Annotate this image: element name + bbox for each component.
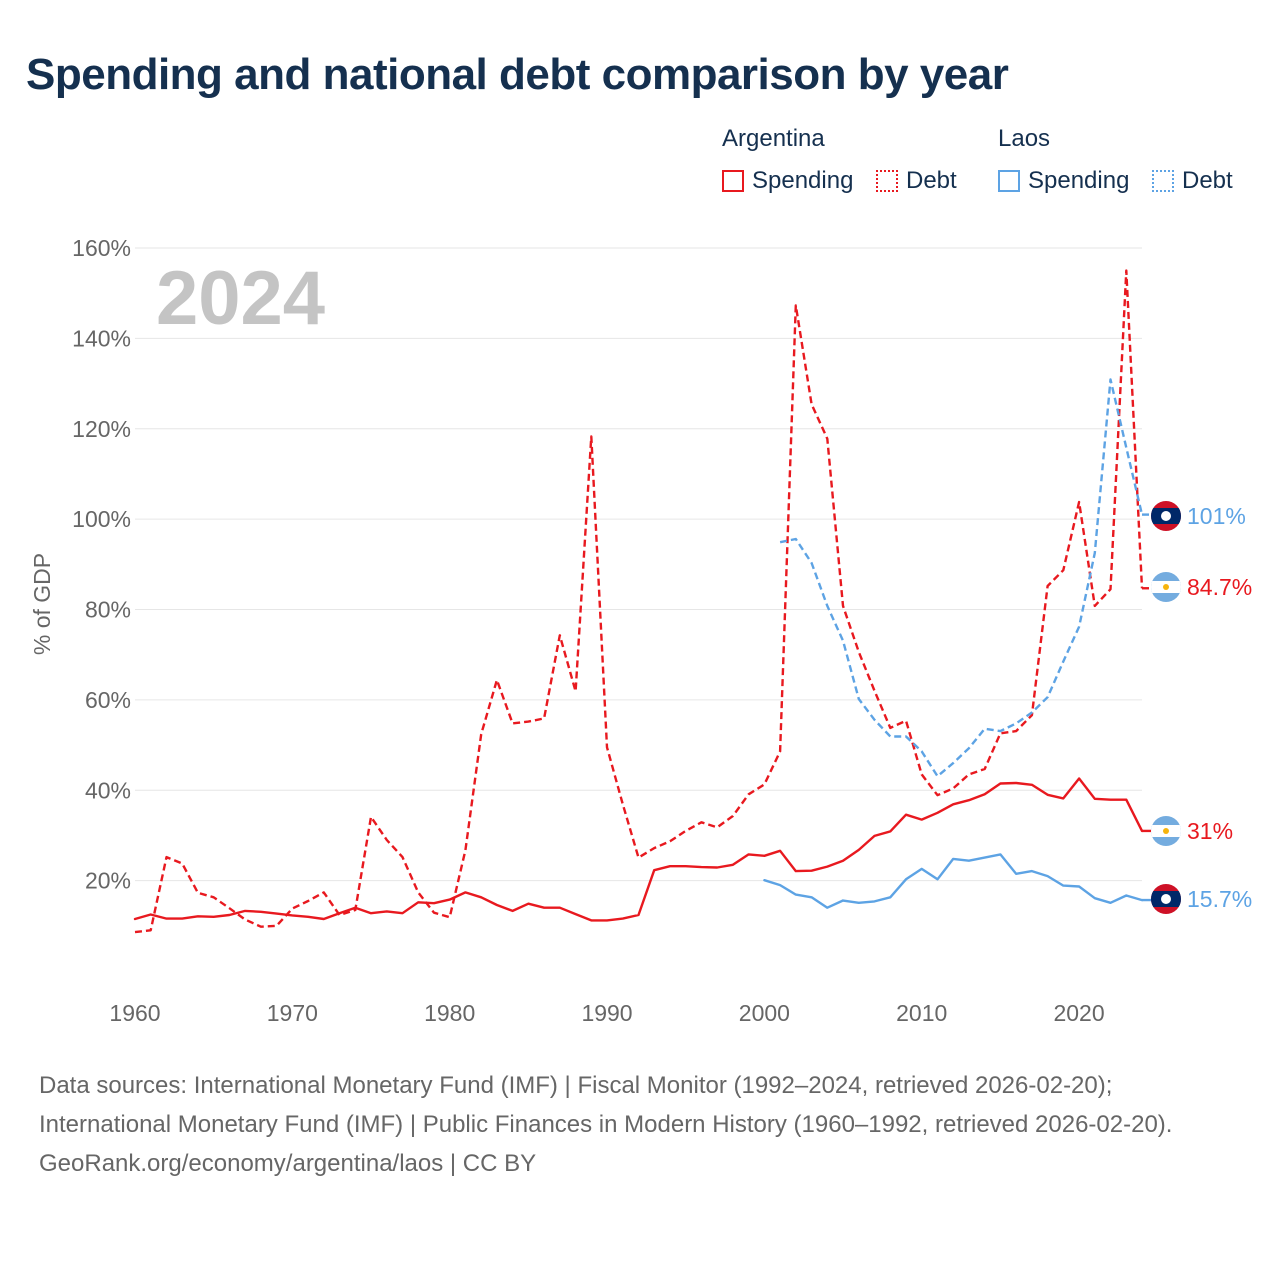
x-tick-label: 1970 bbox=[267, 1000, 318, 1026]
y-tick-label: 120% bbox=[72, 416, 131, 442]
end-label-laos-spending: 15.7% bbox=[1187, 886, 1252, 912]
legend-laos-debt[interactable]: Debt bbox=[1152, 167, 1233, 195]
end-label-argentina-spending: 31% bbox=[1187, 818, 1233, 844]
y-axis: 20% 40% 60% 80% 100% 120% 140% 160% bbox=[72, 235, 131, 894]
legend-label: Spending bbox=[1028, 167, 1130, 194]
legend-label: Debt bbox=[1182, 167, 1233, 194]
y-tick-label: 80% bbox=[85, 597, 131, 623]
x-axis: 1960 1970 1980 1990 2000 2010 2020 bbox=[109, 1000, 1104, 1026]
end-labels: 101% 84.7% 31% 15.7% bbox=[1187, 503, 1252, 912]
legend-argentina-debt[interactable]: Debt bbox=[876, 167, 957, 195]
series-line-laos-spending[interactable] bbox=[763, 853, 1144, 909]
laos-flag-icon bbox=[1151, 884, 1181, 914]
line-chart: 20% 40% 60% 80% 100% 120% 140% 160% 1960 1970 198… bbox=[29, 235, 1252, 1026]
series-line-argentina-spending[interactable] bbox=[133, 777, 1144, 922]
y-tick-label: 20% bbox=[85, 868, 131, 894]
credit-link[interactable]: GeoRank.org/economy/argentina/laos | CC … bbox=[39, 1150, 537, 1177]
legend-group-laos: Laos bbox=[998, 125, 1051, 152]
y-tick-label: 140% bbox=[72, 325, 131, 351]
footer: Data sources: International Monetary Fun… bbox=[39, 1066, 1239, 1183]
y-tick-label: 160% bbox=[72, 235, 131, 261]
year-watermark: 2024 bbox=[156, 256, 325, 341]
legend-swatch-solid-blue bbox=[998, 170, 1020, 192]
laos-flag-icon bbox=[1151, 501, 1181, 531]
x-tick-label: 1990 bbox=[581, 1000, 632, 1026]
argentina-flag-icon bbox=[1151, 816, 1181, 846]
x-tick-label: 1980 bbox=[424, 1000, 475, 1026]
y-axis-label: % of GDP bbox=[29, 553, 55, 655]
series-line-argentina-debt[interactable] bbox=[134, 269, 1144, 934]
y-tick-label: 100% bbox=[72, 506, 131, 532]
legend-group-argentina: Argentina bbox=[722, 125, 825, 152]
series-line-laos-debt[interactable] bbox=[779, 378, 1144, 778]
end-label-argentina-debt: 84.7% bbox=[1187, 574, 1252, 600]
x-tick-label: 1960 bbox=[109, 1000, 160, 1026]
y-tick-label: 40% bbox=[85, 777, 131, 803]
legend-swatch-solid-red bbox=[722, 170, 744, 192]
legend-label: Debt bbox=[906, 167, 957, 194]
data-sources: Data sources: International Monetary Fun… bbox=[39, 1072, 1173, 1138]
legend-swatch-dotted-red bbox=[876, 170, 898, 192]
argentina-flag-icon bbox=[1151, 572, 1181, 602]
legend-label: Spending bbox=[752, 167, 854, 194]
legend-argentina-spending[interactable]: Spending bbox=[722, 167, 853, 195]
series bbox=[133, 269, 1152, 934]
end-label-laos-debt: 101% bbox=[1187, 503, 1246, 529]
gridlines bbox=[135, 247, 1142, 882]
legend-laos-spending[interactable]: Spending bbox=[998, 167, 1129, 195]
y-tick-label: 60% bbox=[85, 687, 131, 713]
x-tick-label: 2010 bbox=[896, 1000, 947, 1026]
legend-swatch-dotted-blue bbox=[1152, 170, 1174, 192]
x-tick-label: 2000 bbox=[739, 1000, 790, 1026]
x-tick-label: 2020 bbox=[1053, 1000, 1104, 1026]
page-title: Spending and national debt comparison by… bbox=[26, 50, 1009, 99]
